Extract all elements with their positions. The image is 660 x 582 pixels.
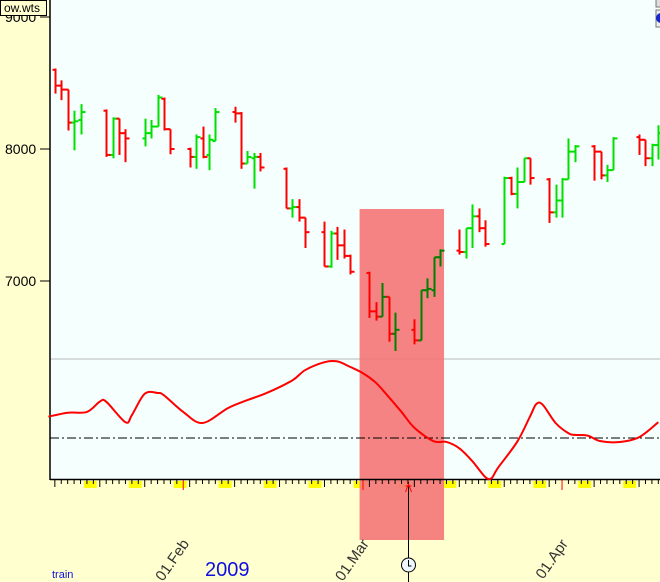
ohlc-bar[interactable] [167,128,175,155]
ohlc-bar[interactable] [212,108,220,143]
cursor-marker-icon[interactable] [405,482,412,493]
ohlc-bar[interactable] [155,94,163,128]
time-axis-area [50,479,660,582]
ohlc-bar[interactable] [456,229,464,255]
ohlc-bar[interactable] [347,254,355,275]
weekend-marker [83,481,97,488]
price-pane[interactable] [50,0,660,359]
file-label: ow.wts [4,1,40,15]
weekend-marker [263,481,277,488]
ohlc-bar[interactable] [334,226,342,260]
ohlc-bar[interactable] [302,216,310,248]
ohlc-bar[interactable] [122,129,130,163]
weekend-marker [578,481,592,488]
ohlc-bar[interactable] [527,157,535,185]
indicator-line [48,359,659,481]
ohlc-bar[interactable] [244,150,252,165]
ohlc-bar[interactable] [148,119,156,139]
highlight-range[interactable] [359,209,445,540]
weekend-marker [173,481,187,488]
ohlc-bar[interactable] [206,134,214,171]
left-panel [0,0,50,582]
ohlc-bar[interactable] [565,138,573,181]
scroll-button-icon[interactable] [655,0,660,8]
ohlc-bar[interactable] [514,167,522,209]
weekend-marker [443,481,457,488]
ohlc-bar[interactable] [546,178,554,223]
ohlc-bar[interactable] [610,137,618,172]
ohlc-bar[interactable] [424,278,432,299]
ohlc-bar[interactable] [200,126,208,159]
y-tick-label: 8000 [5,141,36,157]
y-tick-label: 7000 [5,273,36,289]
ohlc-bar[interactable] [321,221,329,268]
globe-icon[interactable] [655,9,660,28]
weekend-marker [218,481,232,488]
ohlc-bar[interactable] [103,109,111,157]
ohlc-bar[interactable] [366,271,374,318]
ohlc-bar[interactable] [655,125,660,160]
ohlc-bar[interactable] [58,80,66,101]
weekend-marker [488,481,502,488]
ohlc-bar[interactable] [501,176,509,246]
ohlc-bar[interactable] [642,138,650,167]
mode-label[interactable]: train [52,569,73,581]
ohlc-bar[interactable] [392,312,400,351]
ohlc-bar[interactable] [411,319,419,345]
clock-icon[interactable] [401,557,416,573]
weekend-marker [623,481,637,488]
ohlc-bar[interactable] [289,199,297,218]
weekend-marker [533,481,547,488]
ohlc-bar[interactable] [591,145,599,181]
ohlc-bar[interactable] [482,220,490,247]
ohlc-bar[interactable] [572,145,580,163]
ohlc-bar[interactable] [437,249,445,267]
ohlc-bar[interactable] [78,104,86,135]
file-label-box[interactable]: ow.wts [0,0,47,16]
ohlc-bar[interactable] [379,282,387,318]
ohlc-bar[interactable] [257,152,265,172]
weekend-marker [308,481,322,488]
ohlc-bar[interactable] [71,110,79,151]
ohlc-bar[interactable] [469,204,477,248]
clock-hands [408,560,412,567]
ohlc-bar[interactable] [193,134,201,169]
year-label: 2009 [205,559,250,581]
indicator-pane[interactable] [50,359,660,479]
weekend-marker [128,481,142,488]
